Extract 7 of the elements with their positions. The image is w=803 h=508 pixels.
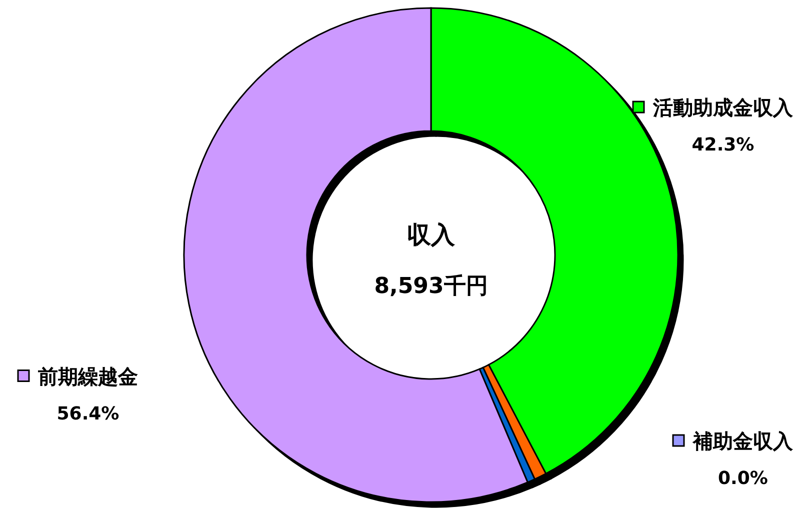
legend-label: 活動助成金収入 <box>652 96 794 120</box>
legend-label: 前期繰越金 <box>37 364 138 388</box>
text: 収入 <box>407 221 456 249</box>
data-label: 56.4% <box>56 403 120 424</box>
legend-label: 補助金収入 <box>692 429 794 453</box>
data-label: 42.3% <box>692 134 754 156</box>
text: 8,593千円 <box>374 274 488 299</box>
